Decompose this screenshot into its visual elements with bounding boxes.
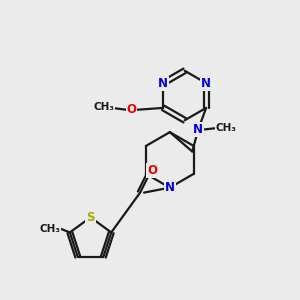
Text: N: N (193, 123, 203, 136)
Text: N: N (201, 76, 211, 90)
Text: CH₃: CH₃ (40, 224, 61, 235)
Text: O: O (127, 103, 136, 116)
Text: CH₃: CH₃ (215, 123, 236, 133)
Text: N: N (158, 76, 168, 90)
Text: O: O (147, 164, 157, 177)
Text: N: N (165, 181, 175, 194)
Text: CH₃: CH₃ (93, 102, 114, 112)
Text: S: S (86, 211, 95, 224)
